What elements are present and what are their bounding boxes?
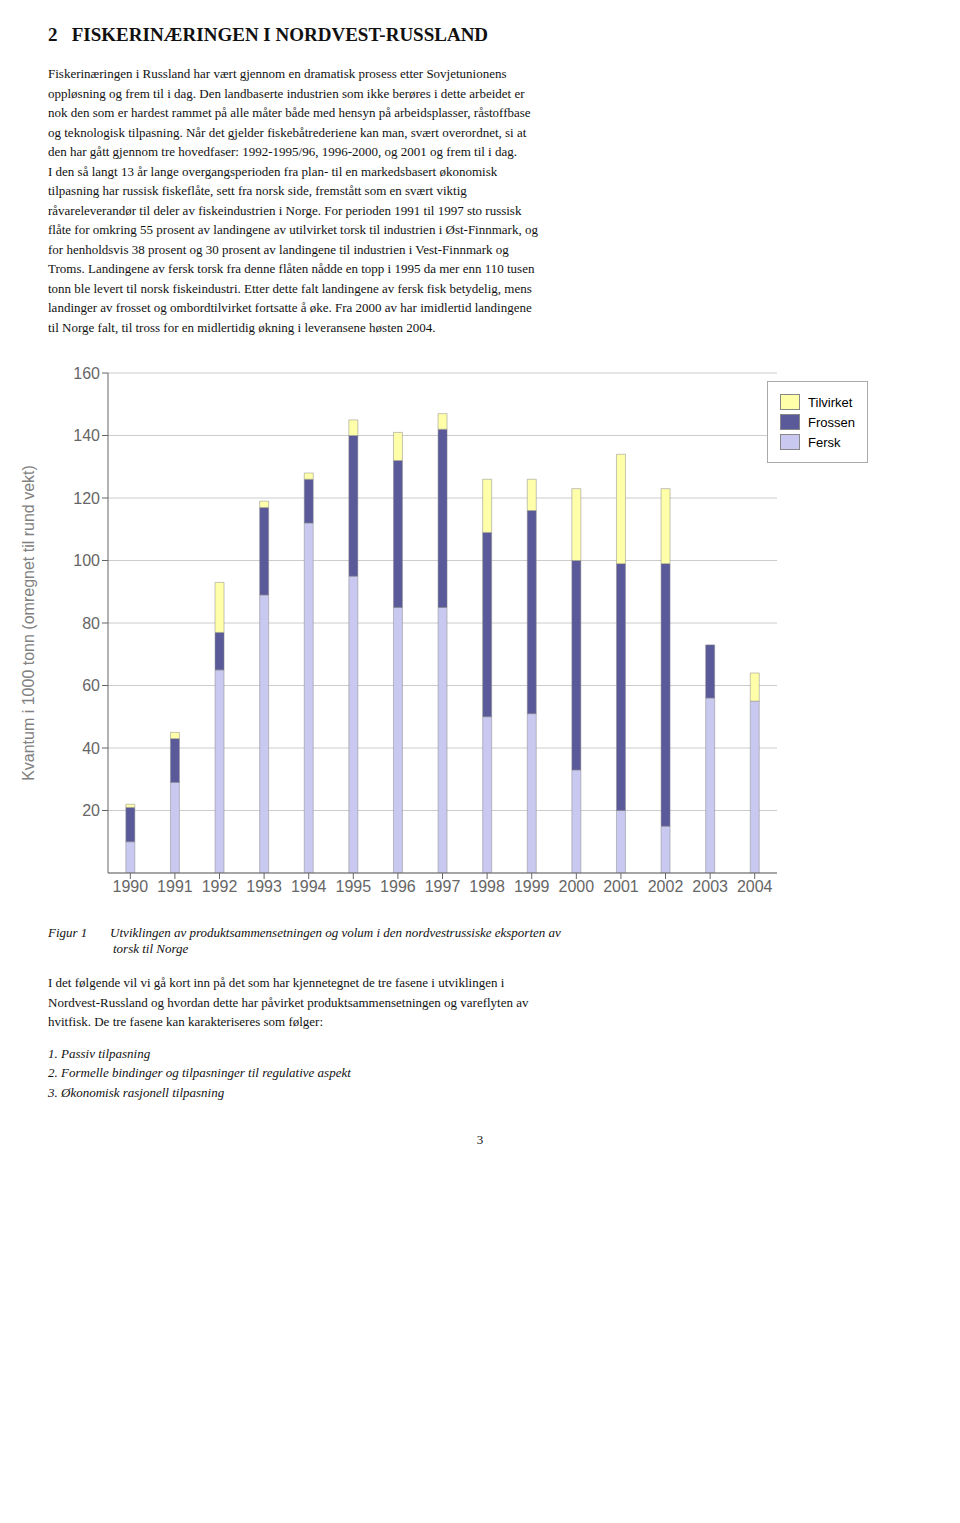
svg-text:1990: 1990 [113,878,149,895]
html-text:Frossen: Frossen [808,414,855,430]
svg-text:1996: 1996 [380,878,416,895]
svg-text:Kvantum i 1000 tonn (omregnet: Kvantum i 1000 tonn (omregnet til rund v… [20,465,37,781]
html-text:Tilvirket: Tilvirket [808,394,853,410]
svg-text:2001: 2001 [603,878,639,895]
html-text:Figur 1 Utviklingen av produkt: Figur 1 Utviklingen av produktsammensetn… [48,925,561,956]
svg-text:80: 80 [82,615,100,632]
svg-text:1991: 1991 [157,878,193,895]
svg-text:1997: 1997 [425,878,461,895]
svg-text:1999: 1999 [514,878,550,895]
svg-text:1998: 1998 [469,878,505,895]
svg-text:1994: 1994 [291,878,327,895]
svg-text:1993: 1993 [246,878,282,895]
svg-text:2002: 2002 [648,878,684,895]
svg-text:100: 100 [73,552,100,569]
svg-text:40: 40 [82,740,100,757]
svg-text:140: 140 [73,427,100,444]
html-text:3: 3 [476,1132,484,1147]
svg-text:1992: 1992 [202,878,238,895]
html-text:Fersk: Fersk [808,434,841,450]
svg-text:2000: 2000 [559,878,595,895]
html-text:I det følgende vil vi gå kort: I det følgende vil vi gå kort inn på det… [48,975,529,1029]
svg-text:20: 20 [82,802,100,819]
svg-text:120: 120 [73,490,100,507]
html-text:1. Passiv tilpasning 2. Formel: 1. Passiv tilpasning 2. Formelle binding… [48,1045,351,1100]
svg-text:60: 60 [82,677,100,694]
html-text:Fiskerinæringen i Russland har: Fiskerinæringen i Russland har vært gjen… [48,66,538,335]
svg-text:1995: 1995 [336,878,372,895]
svg-text:160: 160 [73,365,100,382]
svg-text:2004: 2004 [737,878,773,895]
svg-text:2003: 2003 [692,878,728,895]
html-text:2 FISKERINÆRINGEN I NORDVEST-R: 2 FISKERINÆRINGEN I NORDVEST-RUSSLAND [48,24,489,45]
